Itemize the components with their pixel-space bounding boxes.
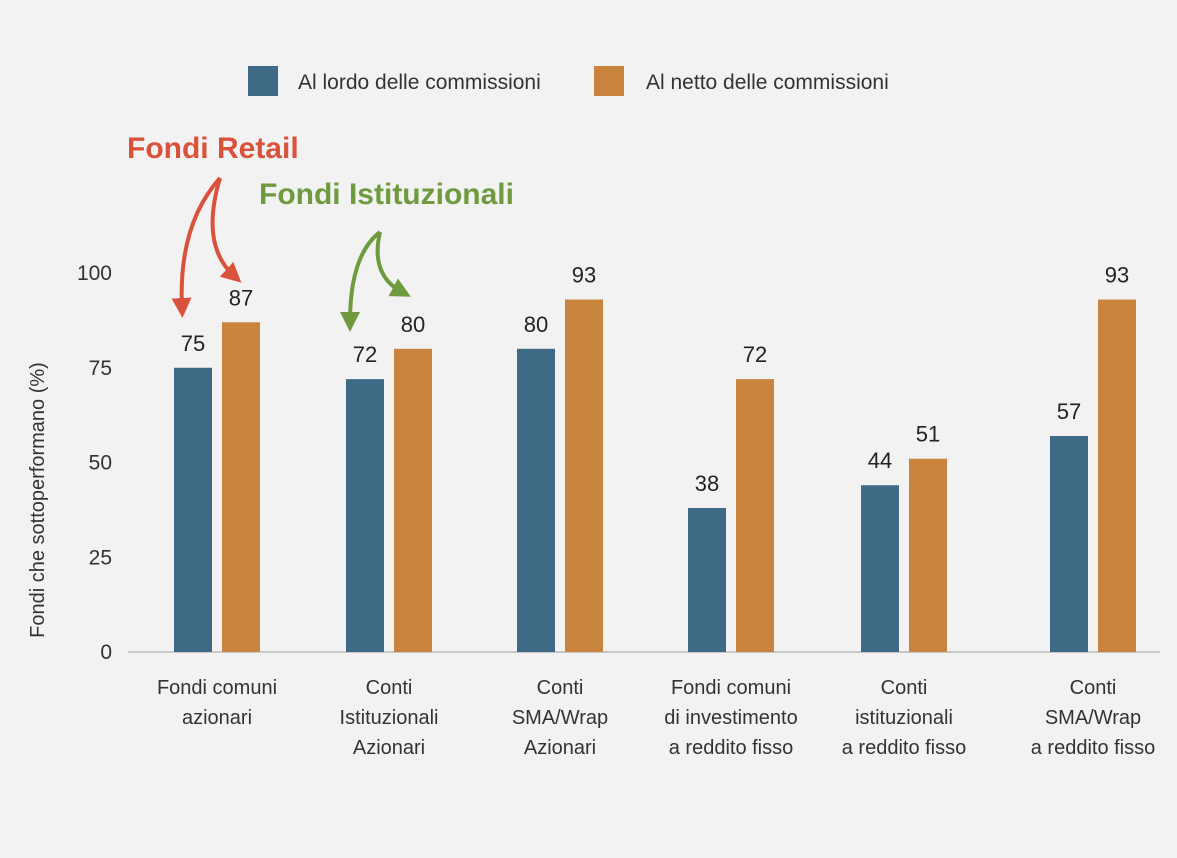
category-label-line: a reddito fisso [669, 737, 794, 759]
bars [174, 299, 1136, 652]
bar-net [394, 348, 432, 652]
bar-net [222, 322, 260, 652]
bar-gross [1050, 435, 1088, 652]
y-axis-title: Fondi che sottoperformano (%) [27, 362, 49, 638]
bar-net [736, 379, 774, 652]
category-label: Fondi comuni di investimento a reddito fis… [664, 677, 797, 759]
bar-value-label: 93 [572, 263, 596, 288]
category-label-line: Istituzionali [340, 707, 439, 729]
category-label-line: a reddito fisso [842, 737, 967, 759]
value-labels: 75 72 80 38 44 57 87 80 93 72 51 93 [181, 263, 1129, 496]
bar-value-label: 44 [868, 448, 892, 473]
category-label-line: istituzionali [855, 707, 953, 729]
bar-value-label: 57 [1057, 399, 1081, 424]
bar-gross [861, 485, 899, 652]
y-tick-label: 0 [100, 641, 112, 664]
bar-net [565, 299, 603, 652]
category-label-line: azionari [182, 707, 252, 729]
category-label-line: SMA/Wrap [1045, 707, 1141, 729]
category-label: Conti istituzionali a reddito fisso [842, 677, 967, 759]
category-label: Conti SMA/Wrap Azionari [512, 677, 608, 759]
bar-gross [688, 507, 726, 652]
category-label-line: di investimento [664, 707, 797, 729]
bar-value-label: 72 [353, 342, 377, 367]
y-tick-label: 75 [89, 357, 112, 380]
category-label-line: Conti [881, 677, 928, 699]
bar-value-label: 93 [1105, 263, 1129, 288]
bar-value-label: 75 [181, 331, 205, 356]
category-labels: Fondi comuni azionari Conti Istituzionali Az… [157, 677, 1155, 759]
annotation-arrow-retail-left [171, 176, 222, 318]
category-label-line: Azionari [353, 737, 425, 759]
annotation-arrow-istituzionali-right [375, 231, 411, 297]
y-tick-label: 25 [89, 546, 112, 569]
y-axis-ticks: 0 25 50 75 100 [77, 262, 112, 664]
category-label-line: SMA/Wrap [512, 707, 608, 729]
bar-value-label: 51 [916, 422, 940, 447]
annotation-istituzionali: Fondi Istituzionali [259, 178, 514, 211]
annotations: Fondi Retail Fondi Istituzionali [127, 132, 514, 332]
bar-value-label: 80 [524, 312, 548, 337]
legend-label-gross: Al lordo delle commissioni [298, 71, 541, 94]
annotation-retail: Fondi Retail [127, 132, 299, 165]
legend-label-net: Al netto delle commissioni [646, 71, 889, 94]
category-label: Conti SMA/Wrap a reddito fisso [1031, 677, 1156, 759]
category-label: Fondi comuni azionari [157, 677, 277, 729]
y-tick-label: 50 [89, 452, 112, 475]
bar-gross [346, 379, 384, 652]
bar-net [909, 458, 947, 652]
legend-swatch-gross [248, 66, 278, 96]
y-tick-label: 100 [77, 262, 112, 285]
bar-gross [174, 367, 212, 652]
category-label-line: Conti [1070, 677, 1117, 699]
legend-swatch-net [594, 66, 624, 96]
bar-value-label: 72 [743, 342, 767, 367]
bar-value-label: 87 [229, 285, 253, 310]
category-label-line: Fondi comuni [671, 677, 791, 699]
annotation-arrow-retail-right [210, 177, 242, 283]
bar-net [1098, 299, 1136, 652]
category-label-line: Azionari [524, 737, 596, 759]
category-label-line: Fondi comuni [157, 677, 277, 699]
category-label: Conti Istituzionali Azionari [340, 677, 439, 759]
annotation-arrow-istituzionali-left [340, 230, 382, 332]
category-label-line: a reddito fisso [1031, 737, 1156, 759]
bar-gross [517, 348, 555, 652]
category-label-line: Conti [537, 677, 584, 699]
category-label-line: Conti [366, 677, 413, 699]
bar-value-label: 80 [401, 312, 425, 337]
legend: Al lordo delle commissioni Al netto dell… [248, 66, 889, 96]
bar-value-label: 38 [695, 471, 719, 496]
